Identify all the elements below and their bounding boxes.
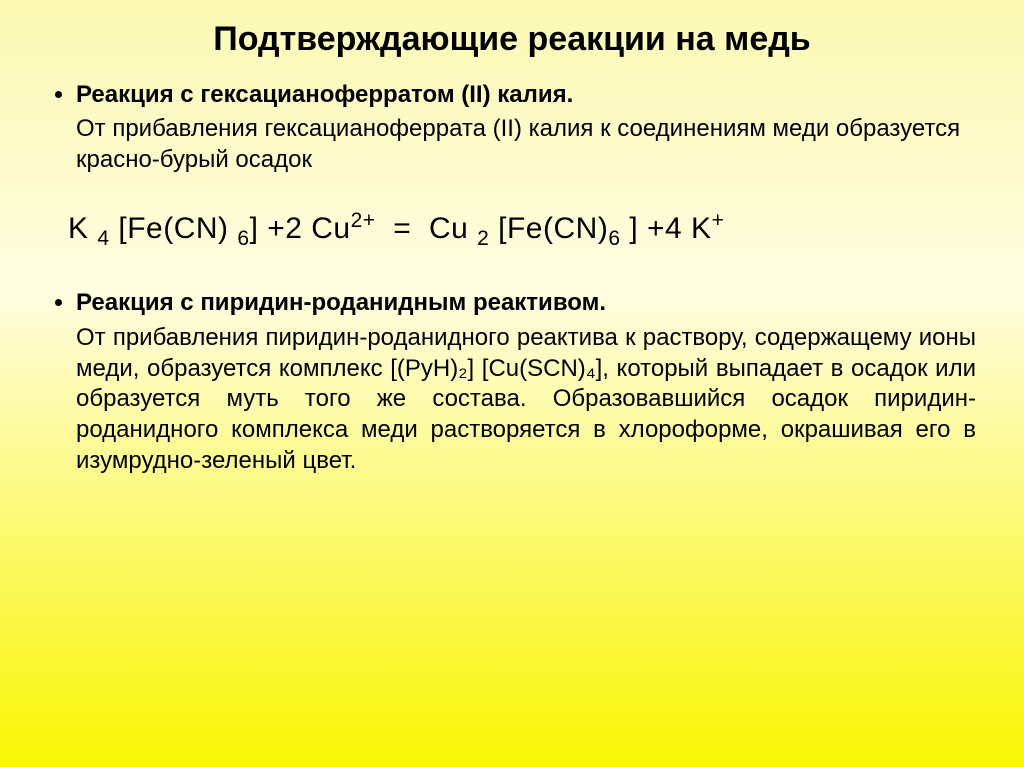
bullet-list-2: Реакция с пиридин-роданидным реактивом. [48, 288, 976, 319]
bullet-2-body: От прибавления пиридин-роданидного реакт… [76, 323, 976, 477]
bullet-list: Реакция с гексацианоферратом (II) калия. [48, 80, 976, 111]
slide-title: Подтверждающие реакции на медь [48, 18, 976, 62]
equation: K 4 [Fe(CN) 6] +2 Cu2+ = Cu 2 [Fe(CN)6 ]… [68, 210, 976, 248]
bullet-2: Реакция с пиридин-роданидным реактивом. [76, 288, 976, 319]
bullet-1-heading: Реакция с гексацианоферратом (II) калия. [76, 81, 573, 108]
bullet-1: Реакция с гексацианоферратом (II) калия. [76, 80, 976, 111]
bullet-1-body: От прибавления гексацианоферрата (II) ка… [76, 114, 976, 175]
slide: Подтверждающие реакции на медь Реакция с… [0, 0, 1024, 767]
bullet-2-heading: Реакция с пиридин-роданидным реактивом. [76, 289, 606, 316]
